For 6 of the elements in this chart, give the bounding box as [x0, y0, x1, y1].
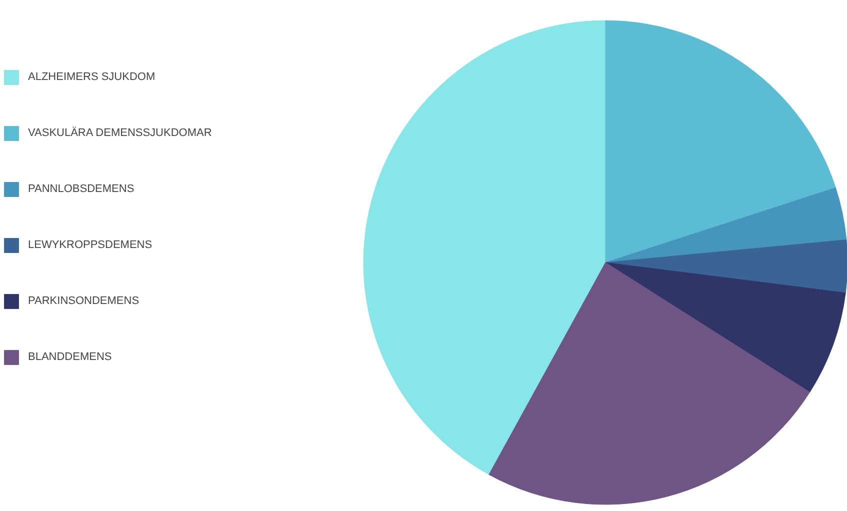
legend-label: VASKULÄRA DEMENSSJUKDOMAR [28, 127, 212, 139]
legend-label: PANNLOBSDEMENS [28, 183, 134, 195]
legend-label: PARKINSONDEMENS [28, 295, 140, 307]
legend-label: LEWYKROPPSDEMENS [28, 239, 152, 251]
legend-label: ALZHEIMERS SJUKDOM [28, 71, 156, 83]
legend-label: BLANDDEMENS [28, 351, 112, 363]
